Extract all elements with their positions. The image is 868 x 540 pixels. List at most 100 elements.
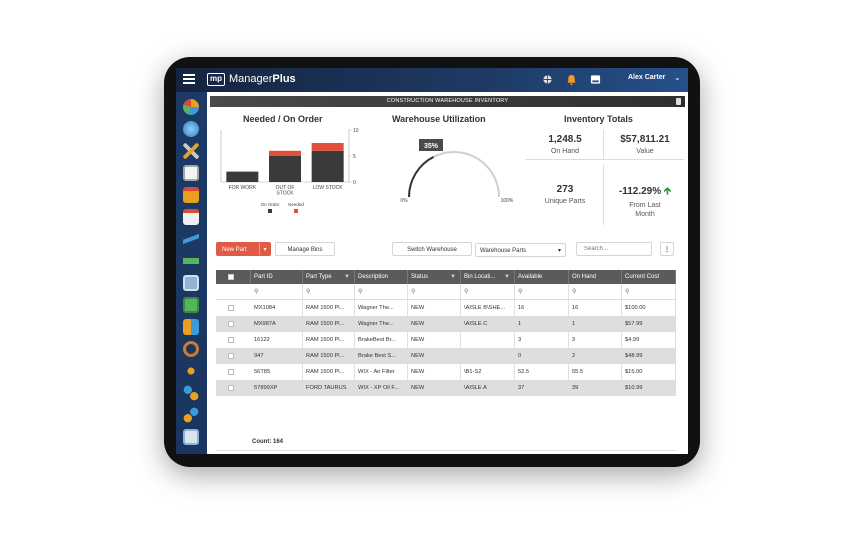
table-row[interactable]: MX1084 RAM 1500 Pl... Wagner The... NEW \AIS…: [216, 300, 676, 316]
table-row[interactable]: MX987A RAM 1500 Pl... Wagner The... NEW \AIS…: [216, 316, 676, 332]
table-cell: $57.99: [622, 316, 676, 332]
filter-row: ⚲ ⚲ ⚲ ⚲ ⚲ ⚲ ⚲ ⚲: [216, 284, 676, 300]
column-filter[interactable]: ⚲: [569, 284, 622, 300]
legend-label: On Order: [261, 202, 280, 207]
table-cell: NEW: [408, 332, 461, 348]
chevron-down-icon[interactable]: ▾: [259, 243, 270, 255]
send-icon[interactable]: [183, 231, 199, 247]
more-options-icon[interactable]: ⋮: [660, 242, 674, 256]
divider: [603, 130, 604, 159]
column-filter[interactable]: ⚲: [303, 284, 355, 300]
switch-warehouse-button[interactable]: Switch Warehouse: [392, 242, 472, 256]
column-header[interactable]: Part ID: [251, 270, 303, 284]
tools-icon[interactable]: [183, 143, 199, 159]
table-cell: 947: [251, 348, 303, 364]
filter-icon[interactable]: ▼: [504, 274, 510, 280]
bar-needed: [311, 143, 344, 151]
bell-icon[interactable]: [566, 74, 577, 85]
select-all-checkbox[interactable]: [228, 274, 234, 280]
table-row[interactable]: 16122 RAM 1500 Pl... BrakeBest Br... NEW 3 3 $…: [216, 332, 676, 348]
table-cell: [461, 332, 515, 348]
warehouse-icon[interactable]: [183, 275, 199, 291]
gear-icon[interactable]: [183, 363, 199, 379]
table-cell: 3: [569, 332, 622, 348]
link-icon[interactable]: [183, 341, 199, 357]
table-cell: MX1084: [251, 300, 303, 316]
table-cell: RAM 1500 Pl...: [303, 348, 355, 364]
column-header[interactable]: Part Type ▼: [303, 270, 355, 284]
column-filter[interactable]: ⚲: [622, 284, 676, 300]
bug-icon[interactable]: [542, 74, 553, 85]
pin-icon[interactable]: [676, 98, 681, 105]
change-label-2: Month: [635, 211, 655, 218]
globe-icon[interactable]: [183, 121, 199, 137]
table-cell: 55.5: [569, 364, 622, 380]
column-filter[interactable]: ⚲: [515, 284, 569, 300]
change-label-1: From Last: [629, 202, 661, 209]
column-header[interactable]: Description: [355, 270, 408, 284]
search-icon: ⚲: [572, 289, 577, 295]
cart-icon[interactable]: [183, 253, 199, 269]
column-filter[interactable]: ⚲: [408, 284, 461, 300]
filter-icon[interactable]: ▼: [450, 274, 456, 280]
row-checkbox[interactable]: [228, 321, 234, 327]
utilization-title: Warehouse Utilization: [392, 114, 486, 124]
table-cell: NEW: [408, 380, 461, 396]
table-cell: \AISLE B\SHE...: [461, 300, 515, 316]
legend-swatch: [294, 209, 298, 213]
divider: [216, 450, 676, 451]
table-row[interactable]: 947 RAM 1500 Pl... Brake Best S... NEW 0 2 $48…: [216, 348, 676, 364]
user-name[interactable]: Alex Carter: [628, 74, 666, 81]
column-header[interactable]: Bin Locati... ▼: [461, 270, 515, 284]
table-row[interactable]: 56T85 RAM 1500 Pl... WIX - Air Filter NEW \B…: [216, 364, 676, 380]
column-header[interactable]: Current Cost: [622, 270, 676, 284]
manage-bins-button[interactable]: Manage Bins: [275, 242, 335, 256]
table-cell: RAM 1500 Pl...: [303, 300, 355, 316]
menu-icon[interactable]: [183, 74, 195, 84]
table-cell: 2: [569, 348, 622, 364]
tablet-frame: mp ManagerPlus Alex Carter ⌄: [164, 57, 700, 467]
team-icon[interactable]: [183, 407, 199, 423]
table-row[interactable]: 57899XP FORD TAURUS WIX - XP Oil F... NEW \A…: [216, 380, 676, 396]
row-checkbox[interactable]: [228, 385, 234, 391]
report-icon[interactable]: [183, 297, 199, 313]
table-cell: 56T85: [251, 364, 303, 380]
column-filter[interactable]: ⚲: [461, 284, 515, 300]
y-tick-label: 0: [353, 180, 356, 186]
warehouse-select[interactable]: Warehouse Parts ▾: [475, 243, 566, 257]
row-checkbox[interactable]: [228, 337, 234, 343]
row-checkbox[interactable]: [228, 305, 234, 311]
users-icon[interactable]: [183, 385, 199, 401]
card-icon[interactable]: [183, 429, 199, 445]
table-cell: RAM 1500 Pl...: [303, 332, 355, 348]
search-input[interactable]: [576, 242, 652, 256]
table-cell: 57899XP: [251, 380, 303, 396]
on-hand-label: On Hand: [550, 148, 580, 155]
schedule-icon[interactable]: [183, 209, 199, 225]
table-cell: \AISLE A: [461, 380, 515, 396]
inbox-icon[interactable]: [590, 74, 601, 85]
search-icon: ⚲: [358, 289, 363, 295]
column-filter[interactable]: ⚲: [251, 284, 303, 300]
column-header[interactable]: Status ▼: [408, 270, 461, 284]
chevron-down-icon[interactable]: ⌄: [674, 73, 681, 82]
filter-icon[interactable]: ▼: [344, 274, 350, 280]
dashboard-icon[interactable]: [183, 99, 199, 115]
table-cell: NEW: [408, 348, 461, 364]
value-label: Value: [636, 148, 654, 155]
column-filter[interactable]: ⚲: [355, 284, 408, 300]
clipboard-icon[interactable]: [183, 165, 199, 181]
new-part-button[interactable]: New Part ▾: [216, 242, 271, 256]
column-header[interactable]: Available: [515, 270, 569, 284]
table-cell: 16122: [251, 332, 303, 348]
row-checkbox[interactable]: [228, 369, 234, 375]
column-header[interactable]: On Hand: [569, 270, 622, 284]
screen: mp ManagerPlus Alex Carter ⌄: [176, 68, 688, 454]
legend-swatch: [268, 209, 272, 213]
search-icon: ⚲: [254, 289, 259, 295]
document-icon[interactable]: [183, 319, 199, 335]
on-hand-value: 1,248.5: [548, 134, 582, 145]
calendar-icon[interactable]: [183, 187, 199, 203]
table-cell: FORD TAURUS: [303, 380, 355, 396]
row-checkbox[interactable]: [228, 353, 234, 359]
